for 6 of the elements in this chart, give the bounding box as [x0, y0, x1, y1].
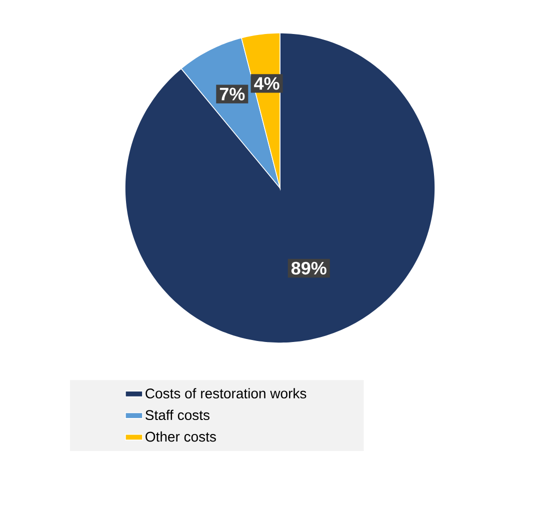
legend-label: Staff costs	[146, 410, 210, 420]
data-label: 7%	[220, 88, 245, 100]
legend-label: Other costs	[146, 431, 216, 442]
data-label: 89%	[291, 262, 326, 275]
legend-label: Costs of restoration works	[146, 388, 306, 398]
data-label: 4%	[254, 77, 280, 90]
